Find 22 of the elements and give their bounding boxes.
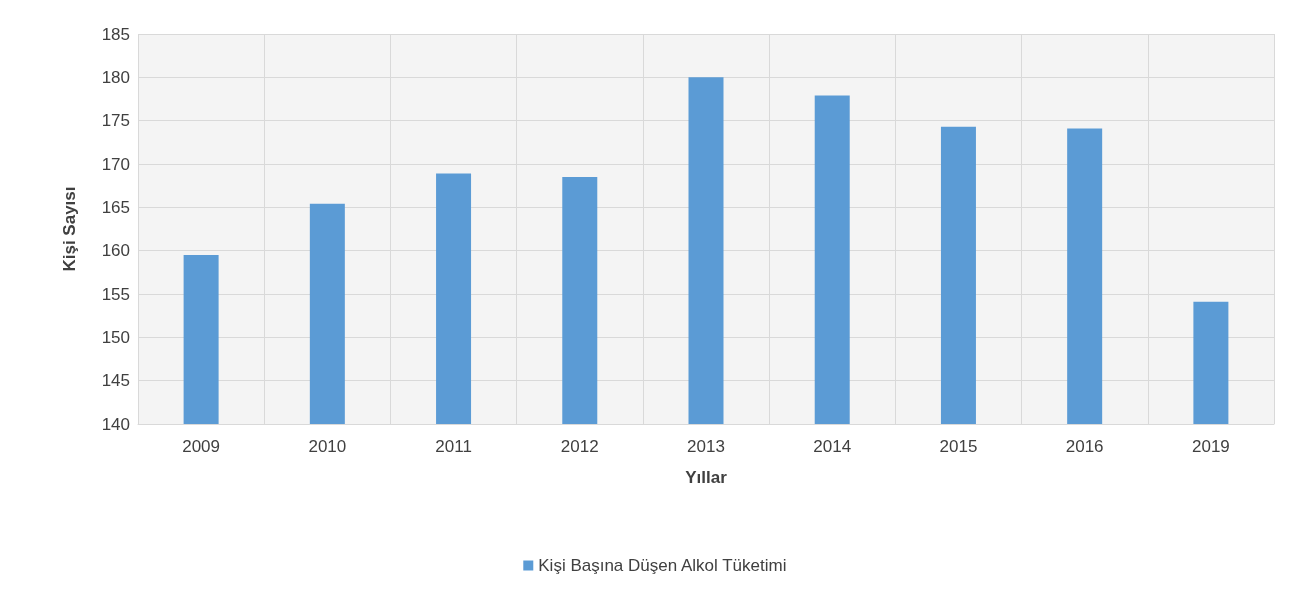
y-tick-label: 160 <box>101 241 130 261</box>
x-tick-label: 2013 <box>687 437 725 456</box>
y-tick-label: 150 <box>101 327 130 347</box>
y-tick-label: 155 <box>101 284 130 304</box>
x-tick-label: 2019 <box>1191 437 1230 456</box>
x-tick-label: 2015 <box>939 437 978 456</box>
y-tick-label: 145 <box>101 371 130 391</box>
y-tick-label: 175 <box>101 111 130 131</box>
y-tick-label: 140 <box>101 414 130 434</box>
legend-label: Kişi Başına Düşen Alkol Tüketimi <box>538 556 787 575</box>
x-tick-label: 2016 <box>1065 437 1104 456</box>
y-axis-title: Kişi Sayısı <box>60 186 79 272</box>
x-tick-label: 2010 <box>308 437 347 456</box>
y-tick-label: 165 <box>101 197 130 217</box>
y-tick-label: 170 <box>101 154 130 174</box>
y-tick-label: 185 <box>101 24 130 44</box>
x-tick-label: 2009 <box>182 437 221 456</box>
x-tick-label: 2012 <box>560 437 599 456</box>
x-axis-title: Yıllar <box>685 468 728 487</box>
x-tick-label: 2014 <box>813 437 852 456</box>
x-tick-label: 2011 <box>435 437 472 456</box>
y-tick-label: 180 <box>101 67 130 87</box>
